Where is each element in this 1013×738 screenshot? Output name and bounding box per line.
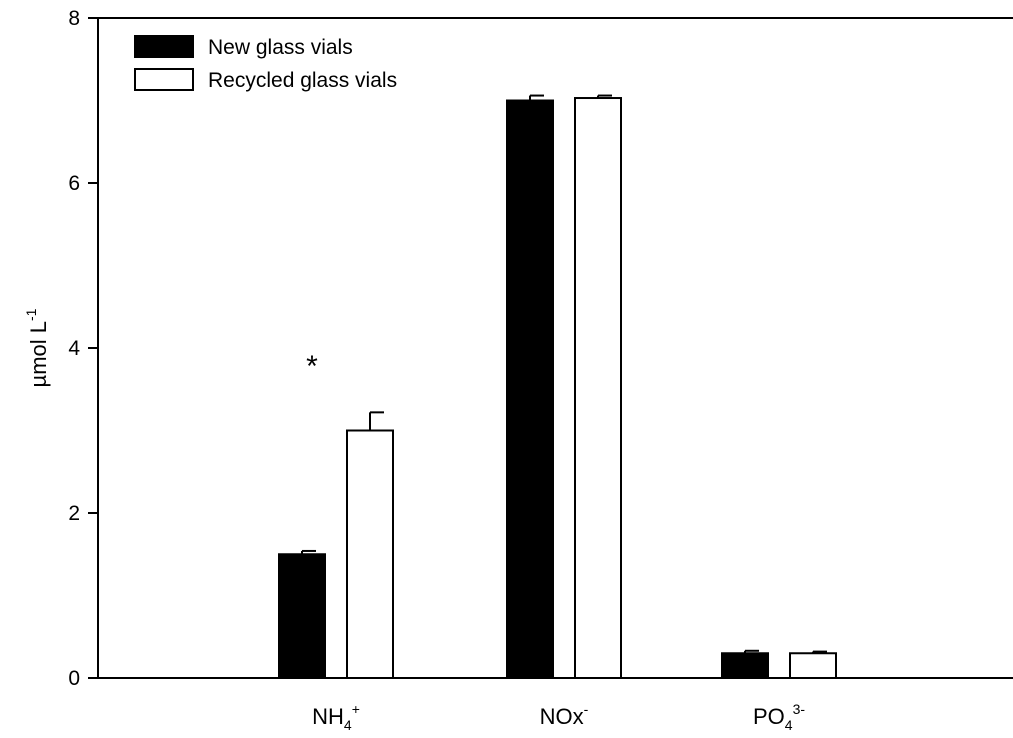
- x-tick-label-base: NH: [312, 704, 344, 729]
- y-tick-label: 2: [68, 502, 80, 525]
- y-tick-label: 8: [68, 7, 80, 30]
- y-axis-label-base: µmol L: [26, 321, 51, 387]
- x-tick-label: PO43-: [753, 701, 805, 733]
- x-tick-label: NH4+: [312, 701, 360, 733]
- bar-series-0-cat-0: [278, 553, 326, 679]
- y-tick-label: 4: [68, 337, 80, 360]
- x-tick-label-sup: +: [352, 701, 360, 717]
- legend-swatch: [134, 35, 194, 58]
- x-tick-label-sup: -: [584, 701, 589, 717]
- x-tick-label-sub: 4: [344, 717, 352, 733]
- x-tick-label: NOx-: [540, 701, 589, 729]
- y-axis-label: µmol L-1: [23, 308, 51, 387]
- x-tick-label-base: PO: [753, 704, 785, 729]
- legend-label: Recycled glass vials: [208, 69, 397, 92]
- x-tick-label-sup: 3-: [793, 701, 806, 717]
- bar-series-1-cat-0: [346, 429, 394, 679]
- y-axis-label-sup: -1: [23, 308, 39, 321]
- bar-series-0-cat-2: [721, 652, 769, 679]
- bar-series-1-cat-1: [574, 97, 622, 679]
- x-tick-label-sub: 4: [785, 717, 793, 733]
- x-tick-label-base: NOx: [540, 704, 584, 729]
- legend-label: New glass vials: [208, 36, 353, 59]
- bar-series-1-cat-2: [789, 652, 837, 679]
- legend-swatch: [134, 68, 194, 91]
- y-tick-label: 0: [68, 667, 80, 690]
- bar-series-0-cat-1: [506, 99, 554, 679]
- y-tick-label: 6: [68, 172, 80, 195]
- significance-asterisk: *: [306, 350, 318, 383]
